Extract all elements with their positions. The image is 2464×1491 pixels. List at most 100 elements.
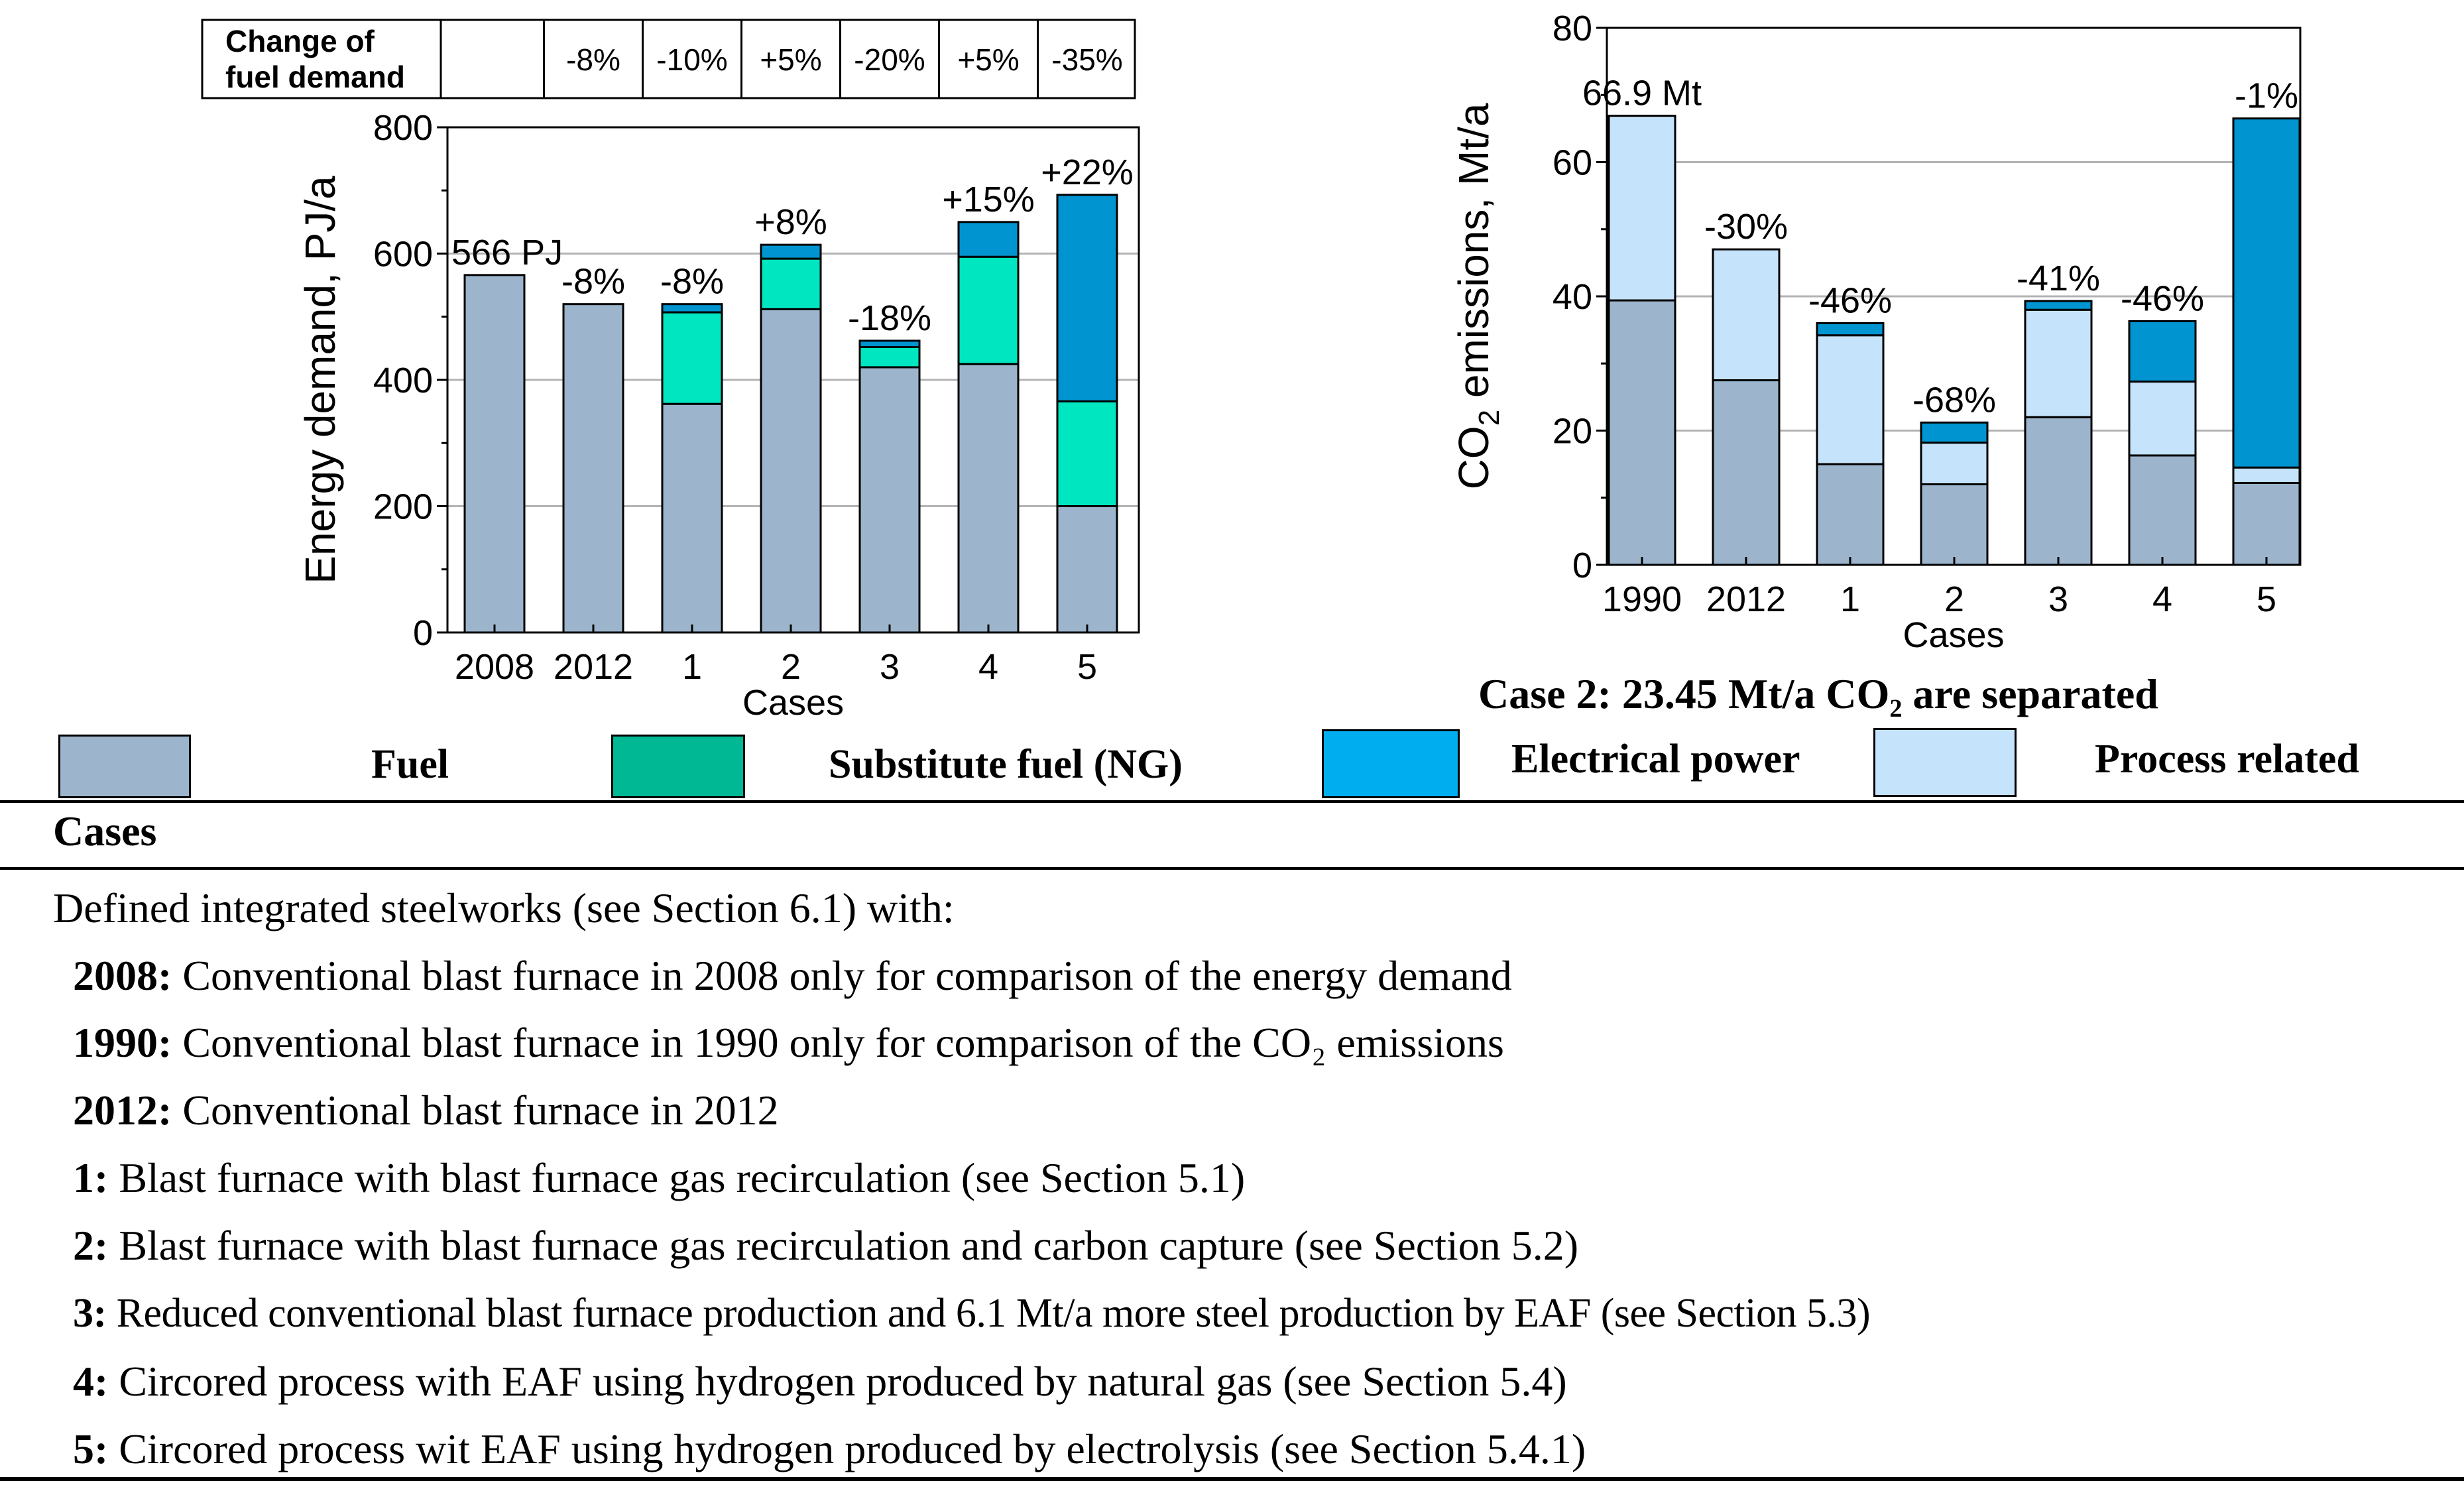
chart1-bar-3-substitute-fuel-ng- xyxy=(858,345,921,369)
case-text: Circored process with EAF using hydrogen… xyxy=(119,1358,1567,1405)
case-item-2012: 2012: Conventional blast furnace in 2012 xyxy=(73,1089,779,1132)
chart1-bar-2-fuel xyxy=(760,308,822,634)
chart2-bar-1990-process-related xyxy=(1608,115,1676,302)
chart2-bar-5-fuel xyxy=(2232,481,2301,566)
chart2-bar-2-process-related xyxy=(1920,442,1989,485)
fuel-demand-cell: +5% xyxy=(957,42,1019,77)
legend-swatch-fuel xyxy=(58,735,191,798)
chart1-bar-label: +22% xyxy=(1041,152,1134,192)
chart2-bar-label: -46% xyxy=(1808,281,1892,321)
case-text: Conventional blast furnace in 2008 only … xyxy=(182,952,1512,999)
case-key: 4: xyxy=(73,1358,109,1405)
chart2-x-tick-label: 3 xyxy=(2048,579,2068,619)
chart1-bar-2012-fuel xyxy=(562,303,624,634)
chart1-y-tick-label: 400 xyxy=(373,361,433,400)
case-item-3: 3: Reduced conventional blast furnace pr… xyxy=(73,1291,1871,1336)
fuel-demand-cell: -35% xyxy=(1051,42,1122,77)
chart2-bar-5-electrical-power xyxy=(2232,117,2301,469)
chart2-bar-label: 66.9 Mt xyxy=(1582,74,1702,113)
chart1-y-tick-label: 200 xyxy=(373,487,433,526)
legend-swatch-substitute-fuel xyxy=(611,735,745,798)
chart2-bar-3-process-related xyxy=(2024,308,2093,418)
chart1-bar-4-fuel xyxy=(957,363,1020,634)
case-item-1: 1: Blast furnace with blast furnace gas … xyxy=(73,1157,1245,1199)
chart1-bar-label: -18% xyxy=(848,298,931,338)
chart2-bar-label: -1% xyxy=(2235,76,2298,116)
chart1-bar-2-substitute-fuel-ng- xyxy=(760,257,822,310)
chart2-bar-1-process-related xyxy=(1816,334,1885,465)
chart2-bar-4-process-related xyxy=(2128,381,2197,457)
chart2-bar-1-fuel xyxy=(1816,463,1885,566)
case-text: Blast furnace with blast furnace gas rec… xyxy=(119,1222,1579,1269)
chart2-y-tick-label: 0 xyxy=(1572,546,1592,585)
chart2-bar-1-electrical-power xyxy=(1816,322,1885,337)
chart2-bar-label: -46% xyxy=(2121,278,2204,318)
fuel-demand-header: Change of xyxy=(225,24,375,58)
case-item-5: 5: Circored process wit EAF using hydrog… xyxy=(73,1428,1586,1470)
fuel-demand-cell: -20% xyxy=(854,42,925,77)
legend-label-electrical-power: Electrical power xyxy=(1511,737,1800,782)
chart2-y-axis-label: CO2 emissions, Mt/a xyxy=(1450,103,1505,489)
chart1-y-tick-label: 600 xyxy=(373,234,433,274)
chart1-x-tick-label: 5 xyxy=(1077,647,1097,687)
case-key: 2008: xyxy=(73,952,172,999)
chart2-bar-2-fuel xyxy=(1920,483,1989,566)
case-key: 2012: xyxy=(73,1087,172,1134)
case-text: Blast furnace with blast furnace gas rec… xyxy=(119,1154,1246,1201)
chart1-bar-5-electrical-power xyxy=(1056,194,1118,402)
charts-area: 566 PJ2008-8%2012-8%1+8%2-18%3+15%4+22%5… xyxy=(201,9,2302,723)
chart1-bar-label: 566 PJ xyxy=(451,233,563,272)
chart1-bar-5-fuel xyxy=(1056,505,1118,634)
chart2-y-tick-label: 20 xyxy=(1553,411,1592,451)
chart1-x-axis-label: Cases xyxy=(742,683,844,723)
chart1-bar-5-substitute-fuel-ng- xyxy=(1056,400,1118,508)
chart1-bar-1-substitute-fuel-ng- xyxy=(661,311,723,405)
case-item-4: 4: Circored process with EAF using hydro… xyxy=(73,1360,1567,1403)
chart1-bar-3-fuel xyxy=(858,366,921,634)
legend-swatch-process-related xyxy=(1873,728,2017,797)
chart2-bar-3-fuel xyxy=(2024,416,2093,566)
fuel-demand-cell: +5% xyxy=(760,42,821,77)
case-item-2: 2: Blast furnace with blast furnace gas … xyxy=(73,1224,1578,1267)
table-heading-rule xyxy=(0,867,2464,870)
chart2-y-tick-label: 80 xyxy=(1553,9,1592,48)
case-item-1990: 1990: Conventional blast furnace in 1990… xyxy=(73,1022,1504,1064)
case-item-2008: 2008: Conventional blast furnace in 2008… xyxy=(73,955,1512,997)
chart2-x-tick-label: 1 xyxy=(1840,579,1860,619)
case-text: Conventional blast furnace in 1990 only … xyxy=(182,1019,1504,1066)
chart1-bar-label: -8% xyxy=(561,262,625,302)
case-key: 5: xyxy=(73,1425,109,1472)
chart1-bar-label: +15% xyxy=(942,180,1035,219)
chart1-plot-frame xyxy=(446,126,1140,634)
legend-label-fuel: Fuel xyxy=(371,742,449,787)
cases-heading: Cases xyxy=(53,807,157,855)
case-text: Reduced conventional blast furnace produ… xyxy=(116,1291,1871,1336)
case-key: 1: xyxy=(73,1154,109,1201)
chart2-bar-2012-process-related xyxy=(1712,248,1781,382)
table-top-rule xyxy=(0,800,2464,803)
chart1-y-tick-label: 800 xyxy=(373,108,433,148)
chart1-bar-label: +8% xyxy=(754,202,827,242)
case2-separation-note: Case 2: 23.45 Mt/a CO₂ are separated xyxy=(1478,670,2158,717)
case-key: 1990: xyxy=(73,1019,172,1066)
fuel-demand-header: fuel demand xyxy=(225,60,405,94)
chart1-bar-4-substitute-fuel-ng- xyxy=(957,255,1020,365)
chart2-bar-4-fuel xyxy=(2128,454,2197,566)
fuel-demand-cell: -10% xyxy=(656,42,727,77)
chart1-bar-1-electrical-power xyxy=(661,303,723,314)
fuel-demand-table xyxy=(201,19,1136,99)
chart1-x-tick-label: 2008 xyxy=(455,647,534,687)
chart2-bar-2-electrical-power xyxy=(1920,421,1989,444)
legend-swatch-electrical-power xyxy=(1322,729,1460,798)
chart1-bar-3-electrical-power xyxy=(858,339,921,348)
chart2-y-tick-label: 60 xyxy=(1553,143,1592,182)
cases-intro: Defined integrated steelworks (see Secti… xyxy=(53,884,955,931)
chart1-bar-4-electrical-power xyxy=(957,221,1020,258)
chart2-bar-label: -41% xyxy=(2017,259,2100,298)
table-bottom-rule xyxy=(0,1477,2464,1481)
chart2-x-tick-label: 2012 xyxy=(1706,579,1786,619)
chart2-bar-label: -68% xyxy=(1912,380,1996,420)
chart1-bar-2-electrical-power xyxy=(760,243,822,260)
chart2-x-tick-label: 2 xyxy=(1944,579,1964,619)
legend-label-substitute-fuel: Substitute fuel (NG) xyxy=(829,742,1183,787)
